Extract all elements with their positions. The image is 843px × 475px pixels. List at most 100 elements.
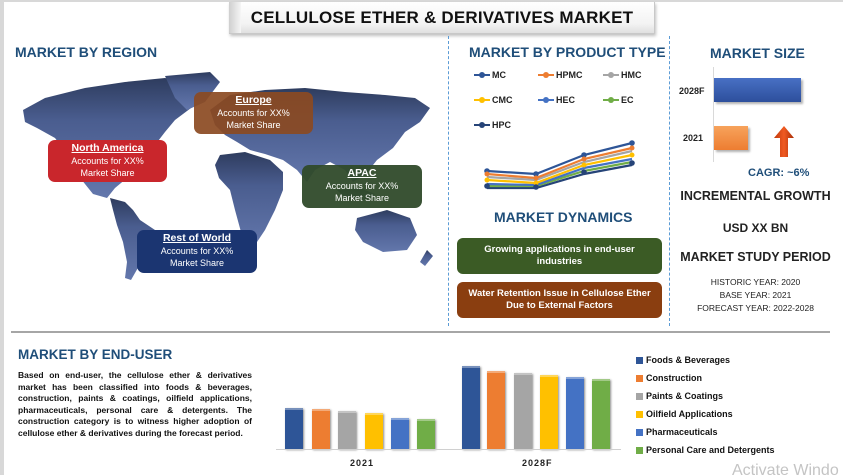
legend-label: Construction [646, 373, 702, 383]
legend-item-construction: Construction [636, 373, 702, 383]
dynamics-heading: MARKET DYNAMICS [494, 209, 633, 225]
incremental-heading: INCREMENTAL GROWTH [680, 189, 831, 203]
market-size-label-2028f: 2028F [679, 86, 705, 96]
region-box-north-america: North America Accounts for XX% Market Sh… [48, 140, 167, 182]
x-axis-line [276, 449, 621, 450]
incremental-value: USD XX BN [722, 221, 789, 235]
region-share-text: Accounts for XX% [71, 156, 144, 166]
bar-2028f-oilfield [540, 375, 558, 449]
section-divider-left [11, 331, 429, 333]
market-size-label-2021: 2021 [683, 133, 704, 143]
legend-item-pharmaceuticals: Pharmaceuticals [636, 427, 718, 437]
region-name: Rest of World [162, 232, 232, 244]
bar-2021-paints-coatings [338, 411, 356, 449]
legend-label: HMC [621, 70, 642, 80]
market-size-heading: MARKET SIZE [710, 45, 805, 61]
region-share-label: Market Share [226, 120, 281, 130]
legend-swatch-icon [636, 410, 643, 418]
legend-label: Paints & Coatings [646, 391, 724, 401]
bar-2021-foods-beverages [285, 408, 303, 449]
legend-label: Foods & Beverages [646, 355, 731, 365]
legend-item-foods-beverages: Foods & Beverages [636, 355, 730, 365]
legend-label: EC [621, 95, 634, 105]
cagr-text: CAGR: ~6% [748, 167, 810, 179]
region-share-label: Market Share [334, 193, 390, 203]
bar-2021-construction [312, 409, 330, 449]
legend-item-personal-care: Personal Care and Detergents [636, 445, 775, 455]
legend-swatch-icon [636, 392, 643, 400]
legend-label: HEC [556, 95, 576, 105]
section-divider-right [400, 331, 830, 333]
legend-line-icon [603, 97, 619, 103]
legend-label: CMC [492, 95, 513, 105]
legend-item-paints-coatings: Paints & Coatings [636, 391, 723, 401]
bar-2021-oilfield [365, 413, 383, 449]
legend-line-icon [474, 72, 490, 78]
legend-label: HPMC [556, 70, 583, 80]
market-size-axis [713, 67, 714, 162]
page-title: CELLULOSE ETHER & DERIVATIVES MARKET [250, 7, 634, 27]
divider-left [448, 36, 449, 326]
legend-label: HPC [492, 120, 512, 130]
legend-swatch-icon [636, 356, 643, 364]
title-banner: CELLULOSE ETHER & DERIVATIVES MARKET [229, 2, 655, 34]
bar-2028f-paints-coatings [514, 373, 532, 449]
legend-label: Oilfield Applications [646, 409, 733, 419]
x-tick-2028f: 2028F [522, 458, 553, 468]
region-share-label: Market Share [80, 168, 135, 178]
legend-line-icon [474, 122, 490, 128]
region-box-apac: APAC Accounts for XX% Market Share [302, 165, 422, 208]
dynamics-challenge-text: Water Retention Issue in Cellulose Ether… [468, 288, 651, 311]
bar-2021-personal-care [417, 419, 435, 449]
forecast-year: FORECAST YEAR: 2022-2028 [697, 303, 814, 313]
legend-item-cmc: CMC [474, 95, 513, 105]
legend-swatch-icon [636, 428, 643, 436]
legend-line-icon [603, 72, 619, 78]
legend-line-icon [538, 72, 554, 78]
region-share-text: Accounts for XX% [325, 181, 399, 191]
legend-item-hpmc: HPMC [538, 70, 583, 80]
legend-swatch-icon [636, 374, 643, 382]
region-share-text: Accounts for XX% [217, 108, 290, 118]
legend-item-mc: MC [474, 70, 506, 80]
legend-label: MC [492, 70, 506, 80]
dynamics-driver-text: Growing applications in end-user industr… [484, 244, 635, 267]
study-period-heading: MARKET STUDY PERIOD [680, 250, 831, 264]
legend-line-icon [538, 97, 554, 103]
x-tick-2021: 2021 [350, 458, 375, 468]
bar-2028f-personal-care [592, 379, 610, 449]
region-name: Europe [235, 94, 272, 106]
end-user-heading: MARKET BY END-USER [18, 347, 173, 362]
base-year: BASE YEAR: 2021 [719, 290, 792, 300]
bar-2028f-foods-beverages [462, 366, 480, 449]
divider-right [669, 36, 670, 326]
dynamics-driver-box: Growing applications in end-user industr… [457, 238, 662, 274]
market-size-bar-2028f [714, 78, 801, 102]
region-box-rest-of-world: Rest of World Accounts for XX% Market Sh… [137, 230, 257, 273]
product-type-heading: MARKET BY PRODUCT TYPE [469, 44, 666, 60]
legend-label: Personal Care and Detergents [646, 445, 775, 455]
legend-item-hec: HEC [538, 95, 575, 105]
dynamics-challenge-box: Water Retention Issue in Cellulose Ether… [457, 282, 662, 318]
bar-2028f-construction [487, 371, 505, 449]
growth-arrow-icon [774, 126, 794, 157]
region-name: APAC [347, 167, 377, 179]
end-user-description: Based on end-user, the cellulose ether &… [18, 370, 252, 438]
end-user-bar-chart [276, 340, 621, 450]
region-share-label: Market Share [169, 258, 225, 268]
region-name: North America [71, 142, 144, 154]
region-box-europe: Europe Accounts for XX% Market Share [194, 92, 313, 134]
bar-2028f-pharmaceuticals [566, 377, 584, 449]
bar-2021-pharmaceuticals [391, 418, 409, 449]
legend-item-ec: EC [603, 95, 634, 105]
market-size-bar-2021 [714, 126, 748, 150]
historic-year: HISTORIC YEAR: 2020 [710, 277, 801, 287]
legend-label: Pharmaceuticals [646, 427, 718, 437]
region-heading: MARKET BY REGION [15, 44, 158, 60]
activation-watermark: Activate Windo [732, 462, 839, 475]
region-share-text: Accounts for XX% [160, 246, 234, 256]
legend-item-hpc: HPC [474, 120, 511, 130]
legend-swatch-icon [636, 446, 643, 454]
product-type-line-chart [484, 140, 635, 190]
